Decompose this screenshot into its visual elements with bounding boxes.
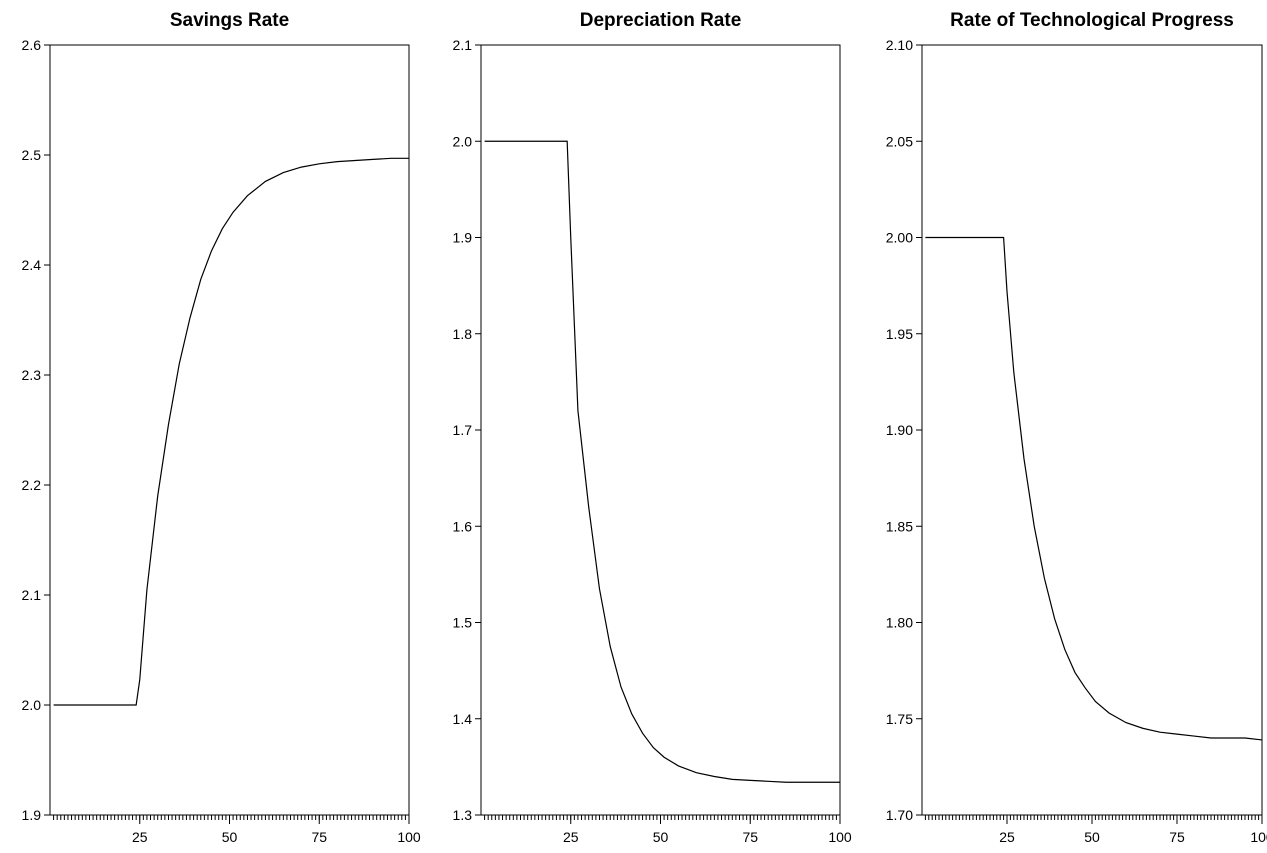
- y-tick-label: 1.9: [453, 230, 473, 246]
- savings-rate-panel: Savings Rate 1.9 2.0 2.1 2.2 2.3 2.4 2.5 2.6 25…: [22, 10, 421, 845]
- y-tick-label: 2.00: [886, 230, 913, 246]
- y-axis: 1.3 1.4 1.5 1.6 1.7 1.8 1.9 2.0 2.1: [453, 37, 481, 823]
- chart-title: Depreciation Rate: [580, 10, 742, 31]
- y-axis: 1.9 2.0 2.1 2.2 2.3 2.4 2.5 2.6: [22, 37, 50, 823]
- x-tick-label: 75: [311, 829, 327, 845]
- y-tick-label: 1.80: [886, 615, 913, 631]
- x-axis: 25 50 75 100: [53, 815, 421, 845]
- y-tick-label: 1.3: [453, 807, 473, 823]
- x-axis: 25 50 75 100: [484, 815, 852, 845]
- y-tick-label: 1.9: [22, 807, 42, 823]
- x-tick-label: 100: [828, 829, 852, 845]
- x-tick-label: 50: [653, 829, 669, 845]
- x-axis: 25 50 75 100: [924, 815, 1267, 845]
- y-tick-label: 1.8: [453, 326, 473, 342]
- y-tick-label: 2.1: [22, 587, 42, 603]
- y-tick-label: 2.0: [22, 697, 42, 713]
- y-tick-label: 1.4: [453, 711, 473, 727]
- series-line: [484, 140, 840, 783]
- y-tick-label: 1.7: [453, 422, 473, 438]
- y-tick-label: 2.2: [22, 477, 42, 493]
- plot-frame: [921, 44, 1263, 816]
- y-tick-label: 2.0: [453, 133, 473, 149]
- chart-title: Rate of Technological Progress: [950, 10, 1234, 31]
- x-tick-label: 75: [742, 829, 758, 845]
- y-tick-label: 2.5: [22, 147, 42, 163]
- y-axis: 1.70 1.75 1.80 1.85 1.90 1.95 2.00 2.05 2.10: [886, 37, 922, 823]
- depreciation-rate-panel: Depreciation Rate 1.3 1.4 1.5 1.6 1.7 1.8 1.9 2…: [453, 10, 852, 845]
- y-tick-label: 1.6: [453, 518, 473, 534]
- y-tick-label: 1.5: [453, 615, 473, 631]
- x-tick-label: 100: [1250, 829, 1267, 845]
- x-tick-label: 50: [222, 829, 238, 845]
- x-tick-label: 100: [397, 829, 421, 845]
- y-tick-label: 2.10: [886, 37, 913, 53]
- x-tick-label: 25: [563, 829, 579, 845]
- y-tick-label: 2.1: [453, 37, 473, 53]
- y-tick-label: 1.90: [886, 422, 913, 438]
- x-tick-label: 25: [999, 829, 1015, 845]
- y-tick-label: 2.4: [22, 257, 42, 273]
- y-tick-label: 1.95: [886, 326, 913, 342]
- y-tick-label: 2.3: [22, 367, 42, 383]
- y-tick-label: 2.05: [886, 133, 913, 149]
- technological-progress-panel: Rate of Technological Progress 1.701.751…: [886, 10, 1267, 845]
- y-tick-label: 2.6: [22, 37, 42, 53]
- x-tick-label: 50: [1084, 829, 1100, 845]
- series-line: [925, 236, 1263, 741]
- series-line: [53, 157, 409, 706]
- y-tick-label: 1.75: [886, 711, 913, 727]
- chart-title: Savings Rate: [170, 10, 289, 31]
- y-tick-label: 1.70: [886, 807, 913, 823]
- x-tick-label: 75: [1169, 829, 1185, 845]
- x-tick-label: 25: [132, 829, 148, 845]
- y-tick-label: 1.85: [886, 518, 913, 534]
- plot-frame: [480, 44, 841, 816]
